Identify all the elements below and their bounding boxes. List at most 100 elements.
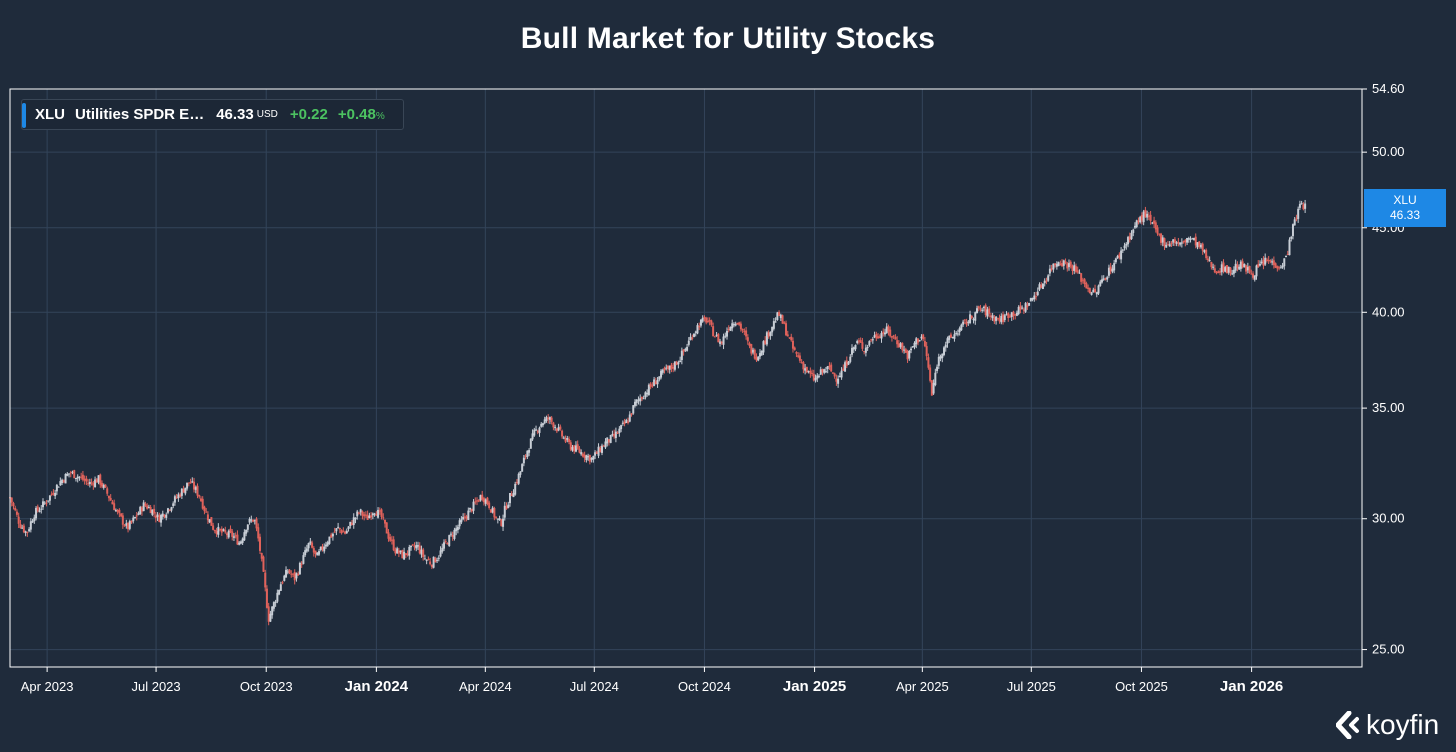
candle-body: [871, 339, 874, 341]
candle-body: [915, 338, 918, 345]
candle-body: [305, 548, 308, 552]
candle-body: [323, 546, 326, 552]
candle-body: [606, 437, 609, 444]
candle-body: [979, 308, 982, 310]
candle-body: [295, 573, 298, 579]
candle-body: [614, 431, 617, 439]
candle-body: [78, 476, 81, 478]
candle-body: [1278, 267, 1281, 269]
candle-body: [640, 397, 643, 399]
candle-body: [286, 571, 289, 573]
candle-body: [1092, 289, 1095, 293]
candle-body: [505, 505, 508, 510]
candle-body: [661, 369, 664, 373]
candle-body: [1217, 271, 1220, 273]
candle-body: [899, 343, 902, 348]
x-tick-label: Jul 2023: [131, 679, 180, 694]
candle-body: [774, 321, 777, 323]
candle-body: [1033, 295, 1036, 300]
candle-body: [316, 552, 319, 556]
candle-body: [764, 340, 767, 344]
candle-body: [160, 515, 163, 523]
candle-body: [61, 479, 64, 483]
candle-body: [1083, 279, 1086, 285]
candle-body: [663, 367, 666, 371]
candle-body: [87, 483, 90, 485]
candle-body: [1076, 270, 1079, 273]
candle-body: [623, 421, 626, 425]
candle-body: [896, 340, 899, 345]
candle-body: [291, 573, 294, 575]
candle-body: [644, 392, 647, 398]
candle-body: [83, 478, 86, 481]
candle-body: [482, 498, 485, 503]
candle-body: [529, 438, 532, 449]
candle-body: [1201, 243, 1204, 251]
price-tag-ticker: XLU: [1393, 193, 1417, 207]
candle-body: [1028, 302, 1031, 306]
candle-body: [1293, 219, 1296, 226]
koyfin-chevron-icon: [1336, 711, 1359, 739]
candle-body: [955, 332, 958, 334]
candle-body: [85, 478, 88, 482]
candle-body: [689, 336, 692, 341]
candle-body: [771, 326, 774, 333]
candle-body: [212, 525, 215, 530]
candle-body: [401, 550, 404, 559]
candle-body: [54, 492, 57, 497]
legend-box[interactable]: XLU Utilities SPDR E… 46.33 USD +0.22 +0…: [21, 99, 404, 130]
candle-body: [76, 476, 79, 479]
candle-body: [314, 550, 317, 555]
candle-body: [691, 337, 694, 339]
candle-body: [694, 331, 697, 333]
candle-body: [69, 472, 72, 474]
candle-body: [357, 512, 360, 514]
candle-body: [894, 336, 897, 340]
candle-body: [496, 518, 499, 520]
candle-body: [1153, 220, 1156, 224]
candle-body: [302, 555, 305, 564]
candle-body: [279, 584, 282, 591]
candle-body: [514, 483, 517, 495]
candle-body: [1206, 258, 1209, 261]
candle-body: [21, 527, 24, 529]
candle-body: [923, 341, 926, 347]
candle-body: [548, 417, 551, 420]
candle-body: [45, 502, 48, 504]
candle-body: [265, 588, 268, 608]
candle-body: [1231, 273, 1234, 275]
x-tick-label: Jan 2024: [345, 678, 409, 695]
candle-body: [613, 433, 616, 437]
candle-body: [12, 503, 15, 507]
y-tick-label: 50.00: [1372, 144, 1405, 159]
candle-body: [1156, 227, 1159, 234]
x-tick-label: Jan 2025: [783, 678, 846, 695]
candle-body: [1253, 275, 1256, 280]
candle-body: [17, 516, 20, 524]
candle-body: [906, 351, 909, 360]
candle-body: [962, 321, 965, 325]
y-tick-label: 35.00: [1372, 400, 1405, 415]
candle-body: [929, 367, 932, 381]
candle-body: [677, 362, 680, 365]
x-tick-label: Oct 2025: [1115, 679, 1168, 694]
candle-body: [937, 356, 940, 366]
candle-body: [48, 495, 51, 501]
candle-body: [324, 544, 327, 547]
candle-body: [1081, 279, 1084, 281]
candle-body: [33, 517, 36, 522]
candle-body: [500, 519, 503, 526]
candle-body: [1147, 215, 1150, 217]
candle-body: [1125, 243, 1128, 246]
candle-body: [1045, 280, 1048, 282]
candle-body: [24, 531, 27, 533]
candle-body: [392, 539, 395, 551]
candle-body: [748, 343, 751, 346]
candle-body: [1015, 312, 1018, 316]
legend-change-pct: +0.48%: [338, 106, 385, 123]
candle-body: [960, 324, 963, 331]
candle-body: [1265, 259, 1268, 261]
candle-body: [460, 519, 463, 523]
